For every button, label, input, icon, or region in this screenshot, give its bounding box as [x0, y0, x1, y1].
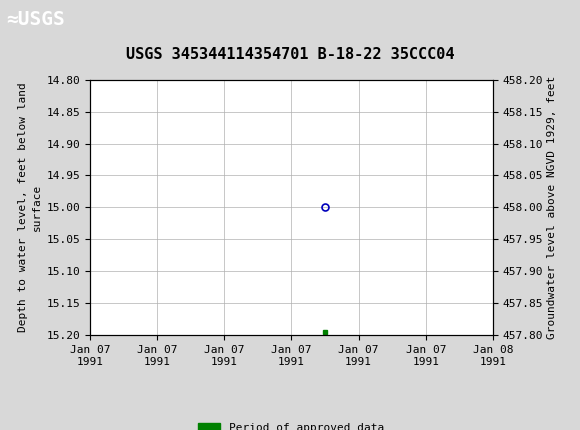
- Y-axis label: Depth to water level, feet below land
surface: Depth to water level, feet below land su…: [18, 83, 42, 332]
- Text: ≈USGS: ≈USGS: [6, 10, 64, 29]
- Text: USGS 345344114354701 B-18-22 35CCC04: USGS 345344114354701 B-18-22 35CCC04: [126, 47, 454, 62]
- Legend: Period of approved data: Period of approved data: [194, 418, 389, 430]
- Y-axis label: Groundwater level above NGVD 1929, feet: Groundwater level above NGVD 1929, feet: [548, 76, 557, 339]
